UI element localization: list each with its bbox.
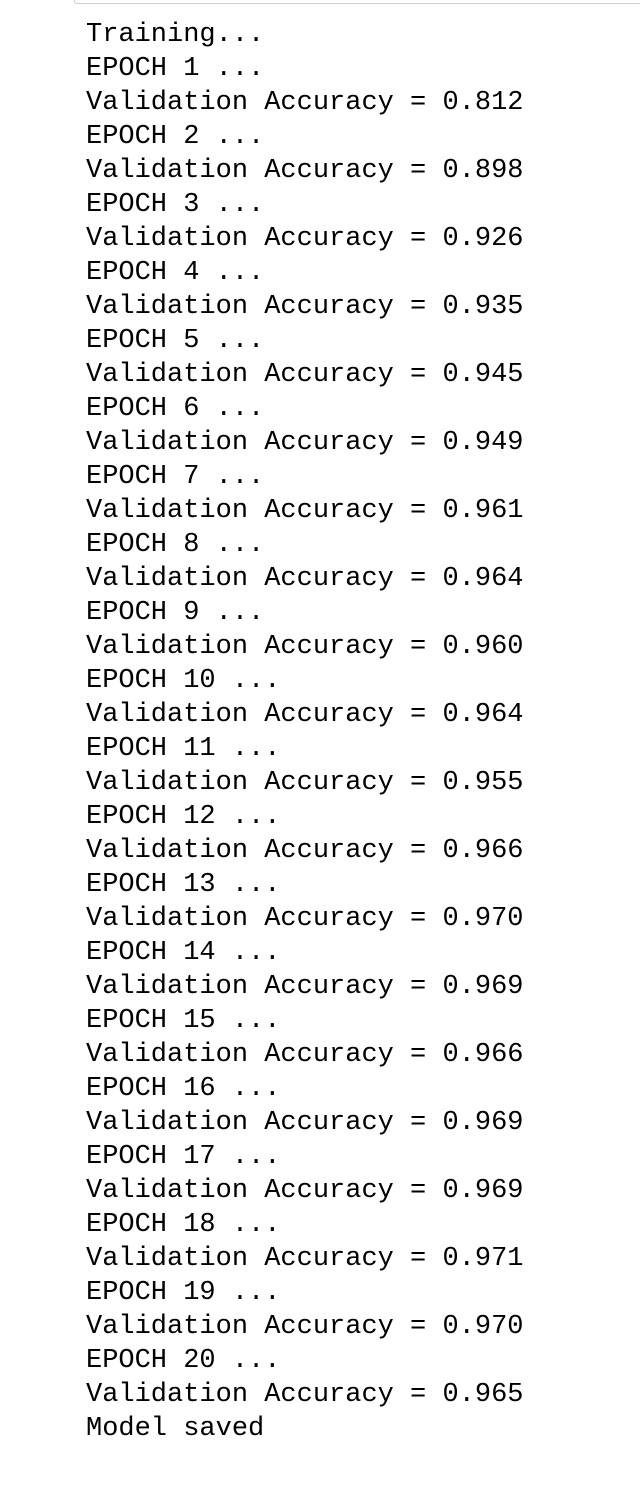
output-line: EPOCH 10 ... bbox=[86, 666, 281, 696]
output-line: Validation Accuracy = 0.949 bbox=[86, 428, 524, 458]
output-line: Model saved bbox=[86, 1414, 265, 1444]
output-line: EPOCH 8 ... bbox=[86, 530, 265, 560]
output-line: EPOCH 15 ... bbox=[86, 1006, 281, 1036]
output-line: Validation Accuracy = 0.969 bbox=[86, 1108, 524, 1138]
output-line: EPOCH 5 ... bbox=[86, 326, 265, 356]
output-line: EPOCH 6 ... bbox=[86, 394, 265, 424]
output-line: Validation Accuracy = 0.961 bbox=[86, 496, 524, 526]
output-line: EPOCH 9 ... bbox=[86, 598, 265, 628]
output-line: Validation Accuracy = 0.966 bbox=[86, 1040, 524, 1070]
output-line: Validation Accuracy = 0.964 bbox=[86, 564, 524, 594]
output-line: Training... bbox=[86, 20, 265, 50]
output-line: Validation Accuracy = 0.964 bbox=[86, 700, 524, 730]
output-line: EPOCH 19 ... bbox=[86, 1278, 281, 1308]
output-line: EPOCH 17 ... bbox=[86, 1142, 281, 1172]
output-line: Validation Accuracy = 0.812 bbox=[86, 88, 524, 118]
output-line: EPOCH 4 ... bbox=[86, 258, 265, 288]
output-line: EPOCH 16 ... bbox=[86, 1074, 281, 1104]
output-line: Validation Accuracy = 0.955 bbox=[86, 768, 524, 798]
output-line: Validation Accuracy = 0.970 bbox=[86, 1312, 524, 1342]
code-cell-border bbox=[74, 0, 640, 4]
output-line: EPOCH 7 ... bbox=[86, 462, 265, 492]
output-line: Validation Accuracy = 0.960 bbox=[86, 632, 524, 662]
output-line: EPOCH 1 ... bbox=[86, 54, 265, 84]
output-line: EPOCH 2 ... bbox=[86, 122, 265, 152]
output-line: Validation Accuracy = 0.969 bbox=[86, 972, 524, 1002]
output-line: EPOCH 14 ... bbox=[86, 938, 281, 968]
output-line: Validation Accuracy = 0.926 bbox=[86, 224, 524, 254]
output-line: Validation Accuracy = 0.935 bbox=[86, 292, 524, 322]
output-line: Validation Accuracy = 0.966 bbox=[86, 836, 524, 866]
output-line: Validation Accuracy = 0.971 bbox=[86, 1244, 524, 1274]
cell-output-text: Training... EPOCH 1 ... Validation Accurac… bbox=[86, 18, 523, 1446]
output-line: Validation Accuracy = 0.898 bbox=[86, 156, 524, 186]
output-line: Validation Accuracy = 0.969 bbox=[86, 1176, 524, 1206]
output-line: Validation Accuracy = 0.970 bbox=[86, 904, 524, 934]
output-line: Validation Accuracy = 0.965 bbox=[86, 1380, 524, 1410]
output-line: EPOCH 18 ... bbox=[86, 1210, 281, 1240]
output-line: Validation Accuracy = 0.945 bbox=[86, 360, 524, 390]
output-line: EPOCH 12 ... bbox=[86, 802, 281, 832]
output-line: EPOCH 20 ... bbox=[86, 1346, 281, 1376]
output-line: EPOCH 13 ... bbox=[86, 870, 281, 900]
output-line: EPOCH 3 ... bbox=[86, 190, 265, 220]
output-line: EPOCH 11 ... bbox=[86, 734, 281, 764]
